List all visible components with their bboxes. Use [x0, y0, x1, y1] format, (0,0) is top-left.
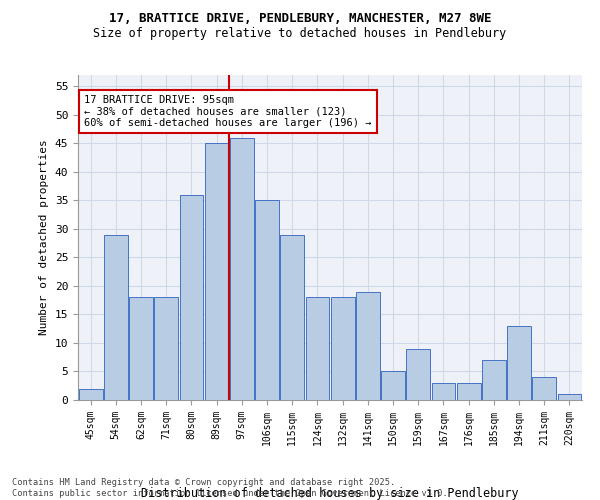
Bar: [179, 194, 203, 400]
Bar: [557, 394, 581, 400]
Text: Contains HM Land Registry data © Crown copyright and database right 2025.
Contai: Contains HM Land Registry data © Crown c…: [12, 478, 448, 498]
Bar: [482, 360, 506, 400]
Text: 17, BRATTICE DRIVE, PENDLEBURY, MANCHESTER, M27 8WE: 17, BRATTICE DRIVE, PENDLEBURY, MANCHEST…: [109, 12, 491, 26]
Bar: [154, 298, 178, 400]
Bar: [331, 298, 355, 400]
Bar: [205, 144, 229, 400]
Bar: [305, 298, 329, 400]
Text: 17 BRATTICE DRIVE: 95sqm
← 38% of detached houses are smaller (123)
60% of semi-: 17 BRATTICE DRIVE: 95sqm ← 38% of detach…: [85, 95, 372, 128]
Bar: [406, 348, 430, 400]
Bar: [381, 372, 405, 400]
Bar: [356, 292, 380, 400]
Bar: [280, 234, 304, 400]
Bar: [431, 383, 455, 400]
Y-axis label: Number of detached properties: Number of detached properties: [39, 140, 49, 336]
Bar: [507, 326, 531, 400]
X-axis label: Distribution of detached houses by size in Pendlebury: Distribution of detached houses by size …: [141, 486, 519, 500]
Text: Size of property relative to detached houses in Pendlebury: Size of property relative to detached ho…: [94, 28, 506, 40]
Bar: [457, 383, 481, 400]
Bar: [129, 298, 153, 400]
Bar: [532, 377, 556, 400]
Bar: [230, 138, 254, 400]
Bar: [104, 234, 128, 400]
Bar: [255, 200, 279, 400]
Bar: [79, 388, 103, 400]
